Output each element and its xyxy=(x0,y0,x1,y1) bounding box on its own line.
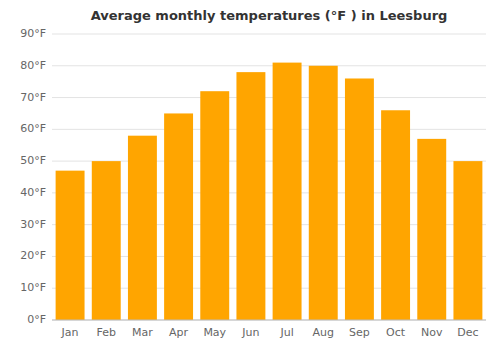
x-tick-label: Oct xyxy=(386,326,406,339)
y-tick-label: 80°F xyxy=(20,59,46,72)
x-axis-line xyxy=(52,320,486,321)
x-tick-label: Apr xyxy=(169,326,189,339)
y-tick-label: 90°F xyxy=(20,27,46,40)
bar xyxy=(417,139,446,320)
x-tick-label: Jun xyxy=(241,326,259,339)
x-axis: Jan Feb Mar Apr May Jun Jul Aug Sep Oct Nov Dec xyxy=(61,326,479,339)
x-tick-label: Mar xyxy=(132,326,153,339)
y-tick-label: 20°F xyxy=(20,249,46,262)
bar xyxy=(453,161,482,320)
bar xyxy=(381,110,410,320)
y-tick-label: 40°F xyxy=(20,186,46,199)
x-tick-label: Sep xyxy=(349,326,370,339)
grid-line xyxy=(52,65,486,66)
chart: Average monthly temperatures (°F ) in Le… xyxy=(0,0,500,350)
grid-line xyxy=(52,97,486,98)
y-axis: 0°F 10°F 20°F 30°F 40°F 50°F 60°F 70°F 80°F 90°F xyxy=(20,27,46,326)
bar xyxy=(200,91,229,320)
chart-title: Average monthly temperatures (°F ) in Le… xyxy=(91,8,448,23)
chart-container: Average monthly temperatures (°F ) in Le… xyxy=(0,0,500,350)
x-tick-label: Nov xyxy=(421,326,443,339)
x-tick-label: Feb xyxy=(97,326,116,339)
grid-line xyxy=(52,34,486,35)
x-tick-label: Jan xyxy=(61,326,79,339)
x-tick-label: May xyxy=(203,326,226,339)
grid xyxy=(52,34,486,320)
y-tick-label: 0°F xyxy=(27,313,46,326)
y-tick-label: 10°F xyxy=(20,281,46,294)
bar xyxy=(273,63,302,320)
bar xyxy=(128,136,157,320)
y-tick-label: 50°F xyxy=(20,154,46,167)
bar xyxy=(164,113,193,320)
bar xyxy=(309,66,338,320)
bars xyxy=(56,63,483,320)
bar xyxy=(345,78,374,320)
y-tick-label: 70°F xyxy=(20,91,46,104)
grid-line xyxy=(52,129,486,130)
bar xyxy=(236,72,265,320)
bar xyxy=(92,161,121,320)
y-tick-label: 60°F xyxy=(20,122,46,135)
y-tick-label: 30°F xyxy=(20,218,46,231)
bar xyxy=(56,171,85,320)
grid-line xyxy=(52,320,486,321)
x-tick-label: Jul xyxy=(279,326,293,339)
x-tick-label: Dec xyxy=(457,326,478,339)
x-tick-label: Aug xyxy=(313,326,334,339)
